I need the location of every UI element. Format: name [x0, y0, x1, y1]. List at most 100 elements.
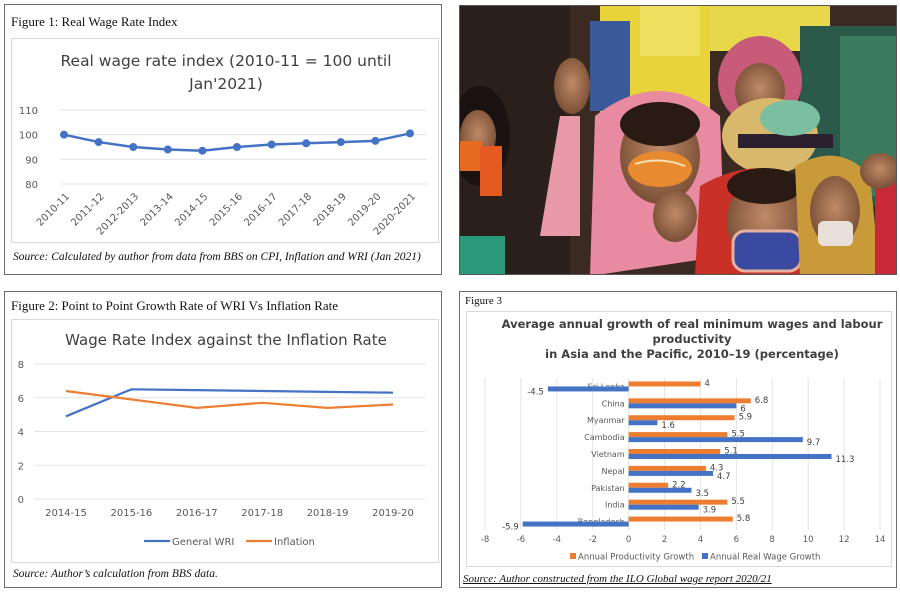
bar-productivity: [628, 465, 706, 471]
x-tick-label: 2015-16: [111, 508, 153, 519]
figure1-chart: Real wage rate index (2010-11 = 100 unti…: [19, 52, 427, 238]
data-label: 3.5: [695, 489, 709, 499]
y-tick-label: 110: [19, 106, 38, 117]
figure2-chart-frame: Wage Rate Index against the Inflation Ra…: [11, 319, 439, 563]
x-tick-label: -2: [588, 535, 596, 545]
figure1-chart-frame: Real wage rate index (2010-11 = 100 unti…: [11, 38, 439, 243]
x-tick-label: -4: [553, 535, 561, 545]
x-tick-label: 2019-20: [372, 508, 414, 519]
data-label: 5.5: [731, 497, 745, 507]
category-label: Cambodia: [584, 433, 625, 442]
bar-real-wage: [628, 454, 832, 459]
data-point: [336, 138, 345, 147]
x-tick-label: 12: [839, 535, 850, 545]
y-tick-label: 90: [25, 155, 38, 166]
data-label: 6: [740, 404, 745, 414]
figure3-chart-frame: Average annual growth of real minimum wa…: [466, 311, 892, 567]
legend-label: General WRI: [172, 537, 234, 548]
y-tick-label: 0: [18, 495, 24, 506]
data-label: 6.8: [755, 396, 769, 406]
x-tick-label: 2017-18: [277, 191, 314, 228]
x-tick-label: 2014-15: [173, 191, 210, 228]
category-label: Nepal: [602, 467, 625, 476]
data-point: [267, 140, 276, 149]
x-tick-label: 2018-19: [312, 191, 349, 228]
data-label: 4.7: [717, 472, 731, 482]
data-label: 4: [704, 379, 709, 389]
data-point: [233, 143, 241, 151]
figure3-panel: Figure 3 Average annual growth of real m…: [459, 291, 897, 588]
bar-productivity: [628, 415, 735, 421]
data-point: [129, 143, 138, 151]
legend-swatch: [702, 553, 708, 559]
figure2-source: Source: Author’s calculation from BBS da…: [13, 568, 218, 580]
data-point: [60, 130, 68, 139]
data-point: [198, 146, 207, 155]
x-tick-label: 8: [770, 535, 775, 545]
figure3-caption: Figure 3: [465, 295, 502, 307]
chart-title-line: in Asia and the Pacific, 2010–19 (percen…: [545, 347, 839, 361]
data-label: 9.7: [807, 438, 821, 448]
category-label: India: [605, 501, 625, 510]
x-tick-label: -6: [517, 535, 525, 545]
bar-productivity: [628, 482, 669, 488]
figure3-source: Source: Author constructed from the ILO …: [463, 573, 772, 585]
chart-title-line: Average annual growth of real minimum wa…: [502, 317, 883, 331]
bar-real-wage: [547, 386, 629, 392]
y-tick-label: 100: [19, 131, 38, 142]
data-label: -5.9: [502, 523, 519, 533]
data-point: [302, 139, 311, 148]
x-tick-label: 2015-16: [208, 191, 245, 228]
y-tick-label: 4: [18, 428, 24, 439]
y-tick-label: 2: [18, 461, 24, 472]
data-point: [371, 136, 380, 145]
bar-real-wage: [628, 437, 803, 443]
data-point: [94, 138, 103, 147]
bar-real-wage: [628, 403, 737, 409]
bar-real-wage: [628, 420, 658, 426]
x-tick-label: 14: [875, 535, 886, 545]
series-line-inflation: [65, 389, 394, 409]
x-tick-label: 6: [734, 535, 739, 545]
data-label: 11.3: [836, 455, 855, 465]
data-label: 5.9: [739, 413, 753, 423]
x-tick-label: 2014-15: [45, 508, 87, 519]
data-label: -4.5: [527, 387, 544, 397]
chart-title: Wage Rate Index against the Inflation Ra…: [65, 331, 387, 349]
x-tick-label: 4: [698, 535, 703, 545]
bar-productivity: [628, 516, 733, 522]
legend-label: Annual Real Wage Growth: [710, 553, 820, 563]
x-tick-label: 10: [803, 535, 814, 545]
legend-swatch: [570, 553, 576, 559]
data-label: 5.1: [724, 447, 738, 457]
data-label: 4.3: [710, 463, 724, 473]
y-tick-label: 8: [18, 360, 24, 371]
bar-productivity: [628, 499, 728, 505]
x-tick-label: 2: [662, 535, 667, 545]
x-tick-label: 2016-17: [242, 191, 279, 228]
bar-real-wage: [628, 487, 692, 493]
legend-label: Inflation: [274, 537, 315, 548]
data-label: 5.8: [737, 514, 751, 524]
data-label: 3.9: [703, 506, 717, 516]
figure1-panel: Figure 1: Real Wage Rate Index Real wage…: [4, 4, 442, 275]
chart-title-line: productivity: [653, 332, 732, 346]
chart-title-line2: Jan'2021): [188, 75, 263, 93]
x-tick-label: 2013-14: [139, 191, 176, 228]
bar-real-wage: [628, 470, 714, 476]
category-label: China: [602, 399, 625, 408]
protest-photo-illustration: [460, 6, 896, 274]
bar-real-wage: [628, 504, 699, 510]
x-tick-label: 2018-19: [307, 508, 349, 519]
data-point: [163, 145, 172, 154]
figure2-caption: Figure 2: Point to Point Growth Rate of …: [11, 298, 339, 313]
bar-productivity: [628, 398, 751, 404]
figure2-chart: Wage Rate Index against the Inflation Ra…: [18, 331, 425, 548]
series-line-general-wri: [65, 388, 394, 418]
x-tick-label: 2016-17: [176, 508, 218, 519]
bar-productivity: [628, 381, 701, 387]
y-tick-label: 80: [25, 180, 38, 191]
figure1-source: Source: Calculated by author from data f…: [13, 251, 421, 263]
figure1-caption: Figure 1: Real Wage Rate Index: [11, 14, 178, 29]
protest-photo: [459, 5, 897, 275]
